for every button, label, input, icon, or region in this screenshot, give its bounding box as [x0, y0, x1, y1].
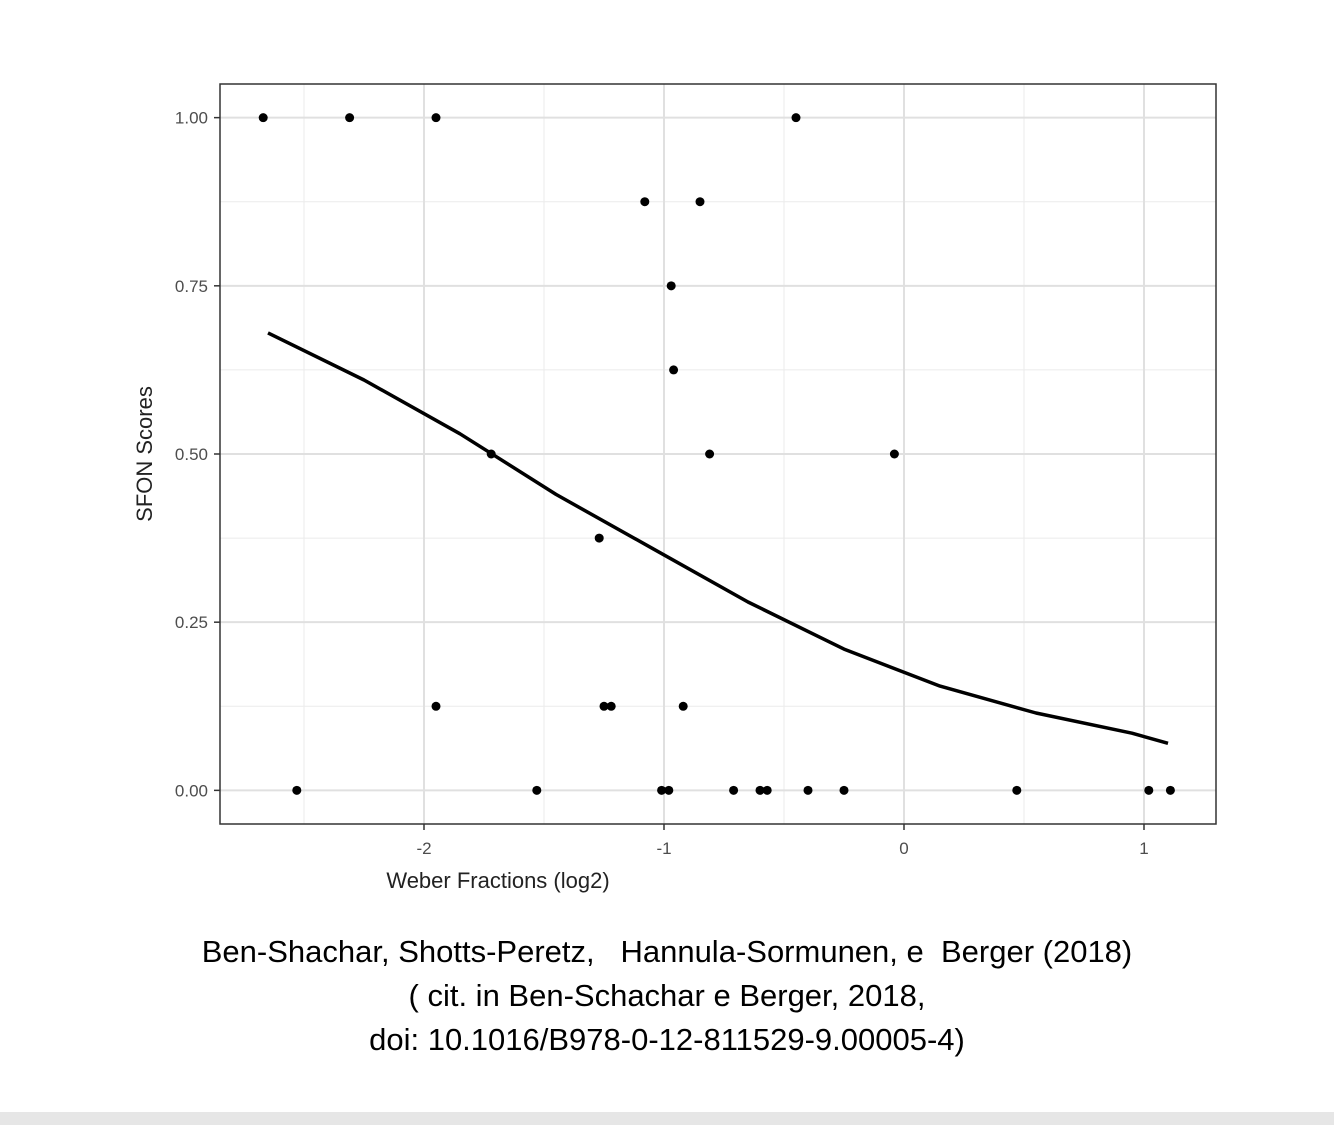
data-point: [345, 113, 355, 123]
data-point: [664, 785, 674, 795]
data-point: [1144, 785, 1154, 795]
data-point: [755, 785, 765, 795]
data-point: [599, 701, 609, 711]
data-point: [1012, 785, 1022, 795]
data-point: [705, 449, 715, 459]
data-point: [431, 701, 441, 711]
data-point: [258, 113, 268, 123]
data-point: [666, 281, 676, 291]
data-point: [729, 785, 739, 795]
y-axis-ticks: 0.00 0.25 0.50 0.75 1.00: [175, 109, 220, 800]
y-tick-label: 0.00: [175, 781, 208, 800]
grid: [220, 84, 1216, 824]
y-axis-title: SFON Scores: [132, 386, 157, 522]
caption-line-citation: ( cit. in Ben-Schachar e Berger, 2018,: [408, 978, 926, 1013]
data-point: [594, 533, 604, 543]
data-point: [532, 785, 542, 795]
figure-caption: Ben-Shachar, Shotts-Peretz, Hannula-Sorm…: [0, 930, 1334, 1062]
data-point: [657, 785, 667, 795]
data-point: [889, 449, 899, 459]
data-point: [606, 701, 616, 711]
data-point: [486, 449, 496, 459]
data-point: [292, 785, 302, 795]
data-point: [803, 785, 813, 795]
scatter-chart: -2 -1 0 1 0.00 0.25 0.50 0.75 1.00 Weber Fracti…: [132, 83, 1217, 893]
bottom-bar: [0, 1112, 1334, 1125]
y-tick-label: 0.25: [175, 613, 208, 632]
y-tick-label: 0.50: [175, 445, 208, 464]
caption-line-doi: doi: 10.1016/B978-0-12-811529-9.00005-4): [369, 1022, 965, 1057]
data-point: [839, 785, 849, 795]
data-point: [640, 197, 650, 207]
x-axis-ticks: -2 -1 0 1: [416, 824, 1149, 858]
y-tick-label: 0.75: [175, 277, 208, 296]
y-tick-label: 1.00: [175, 109, 208, 128]
data-point: [669, 365, 679, 375]
caption-line-authors: Ben-Shachar, Shotts-Peretz, Hannula-Sorm…: [201, 934, 1133, 969]
data-point: [762, 785, 772, 795]
data-point: [431, 113, 441, 123]
fit-line-layer: [267, 331, 1169, 745]
data-point: [695, 197, 705, 207]
x-tick-label: -1: [656, 839, 671, 858]
x-tick-label: 1: [1139, 839, 1148, 858]
data-point: [1165, 785, 1175, 795]
fit-line: [267, 331, 1169, 745]
x-axis-title: Weber Fractions (log2): [386, 868, 609, 893]
data-points: [258, 113, 1175, 795]
x-tick-label: 0: [899, 839, 908, 858]
data-point: [791, 113, 801, 123]
data-point: [678, 701, 688, 711]
x-tick-label: -2: [416, 839, 431, 858]
